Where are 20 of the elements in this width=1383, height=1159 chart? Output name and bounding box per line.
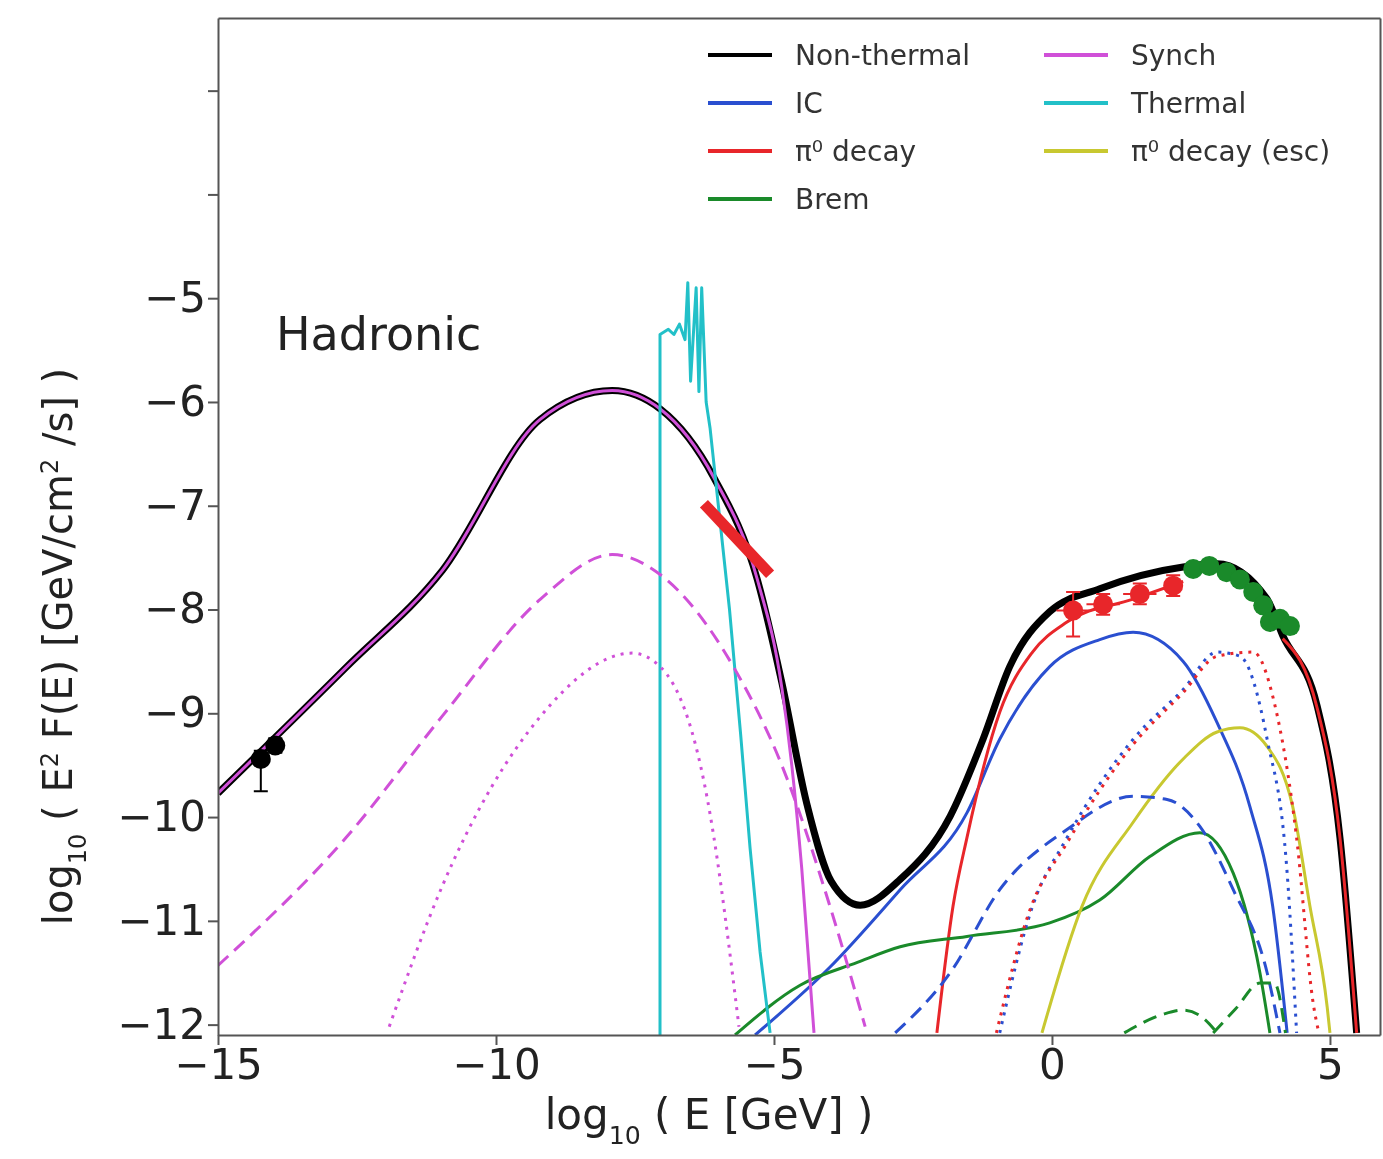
y-tick-label: −5 [144, 273, 206, 323]
legend-label: Non-thermal [795, 39, 971, 72]
x-tick-label: 5 [1317, 1039, 1344, 1089]
y-tick-label: −9 [144, 688, 206, 738]
legend-label: π⁰ decay (esc) [1131, 135, 1331, 168]
y-tick-label: −11 [117, 895, 206, 945]
y-tick-label: −6 [144, 376, 206, 426]
x-tick-label: −5 [743, 1039, 806, 1089]
legend-label: Brem [795, 183, 870, 216]
y-tick-label: −8 [144, 584, 206, 634]
annotation: Hadronic [276, 307, 482, 361]
y-tick-label: −10 [117, 792, 206, 842]
x-tick-label: 0 [1039, 1039, 1066, 1089]
x-axis-title: log$_{10}$ ( E [GeV] ) [544, 1090, 874, 1150]
legend-label: π⁰ decay [795, 135, 917, 168]
x-tick-label: −10 [452, 1039, 541, 1089]
legend-label: IC [795, 87, 823, 120]
legend-label: Thermal [1130, 87, 1247, 120]
legend-label: Synch [1131, 39, 1217, 72]
y-tick-label: −7 [144, 480, 206, 530]
